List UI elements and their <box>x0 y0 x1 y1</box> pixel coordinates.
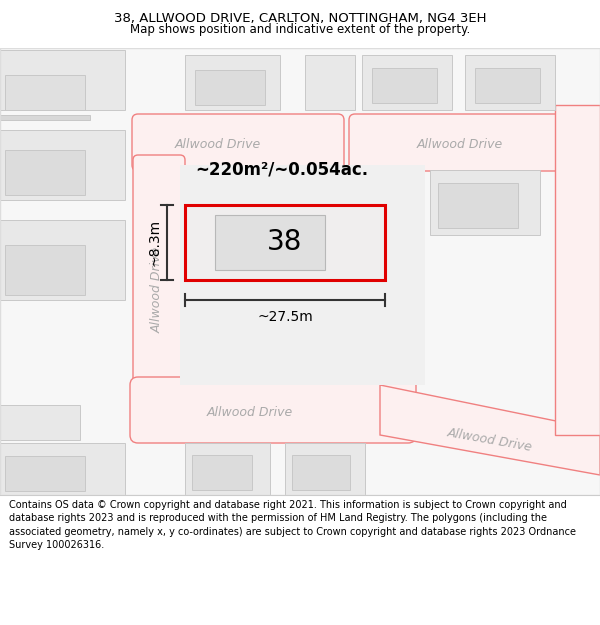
Text: Allwood Drive: Allwood Drive <box>151 247 163 333</box>
Bar <box>285 443 365 495</box>
Bar <box>0 50 125 110</box>
Text: Map shows position and indicative extent of the property.: Map shows position and indicative extent… <box>130 23 470 36</box>
Bar <box>292 455 350 490</box>
Bar <box>185 55 280 110</box>
Text: Allwood Drive: Allwood Drive <box>175 139 261 151</box>
Text: 38: 38 <box>268 229 302 256</box>
Bar <box>5 75 85 110</box>
Bar <box>465 55 555 110</box>
Bar <box>0 115 90 120</box>
Text: Allwood Drive: Allwood Drive <box>207 406 293 419</box>
Bar <box>475 68 540 103</box>
Bar <box>555 105 600 435</box>
Bar <box>0 405 80 440</box>
Bar <box>180 165 425 385</box>
Text: ~8.3m: ~8.3m <box>148 219 162 266</box>
Bar <box>438 183 518 228</box>
Bar <box>192 455 252 490</box>
Bar <box>5 150 85 195</box>
FancyBboxPatch shape <box>133 155 185 400</box>
Bar <box>5 456 85 491</box>
Bar <box>430 170 540 235</box>
Text: Allwood Drive: Allwood Drive <box>446 426 533 454</box>
Text: ~27.5m: ~27.5m <box>257 310 313 324</box>
Bar <box>0 443 125 495</box>
Text: Allwood Drive: Allwood Drive <box>417 139 503 151</box>
Bar <box>0 220 125 300</box>
Bar <box>185 205 385 280</box>
Text: 38, ALLWOOD DRIVE, CARLTON, NOTTINGHAM, NG4 3EH: 38, ALLWOOD DRIVE, CARLTON, NOTTINGHAM, … <box>114 12 486 25</box>
Bar <box>215 215 325 270</box>
FancyBboxPatch shape <box>130 377 416 443</box>
Text: Contains OS data © Crown copyright and database right 2021. This information is : Contains OS data © Crown copyright and d… <box>9 500 576 550</box>
Bar <box>185 443 270 495</box>
Bar <box>372 68 437 103</box>
Bar <box>362 55 452 110</box>
Bar <box>195 70 265 105</box>
Bar <box>5 245 85 295</box>
FancyBboxPatch shape <box>132 114 344 171</box>
Bar <box>0 130 125 200</box>
FancyBboxPatch shape <box>349 114 600 171</box>
Text: ~220m²/~0.054ac.: ~220m²/~0.054ac. <box>195 161 368 179</box>
Bar <box>305 55 355 110</box>
Polygon shape <box>380 385 600 475</box>
